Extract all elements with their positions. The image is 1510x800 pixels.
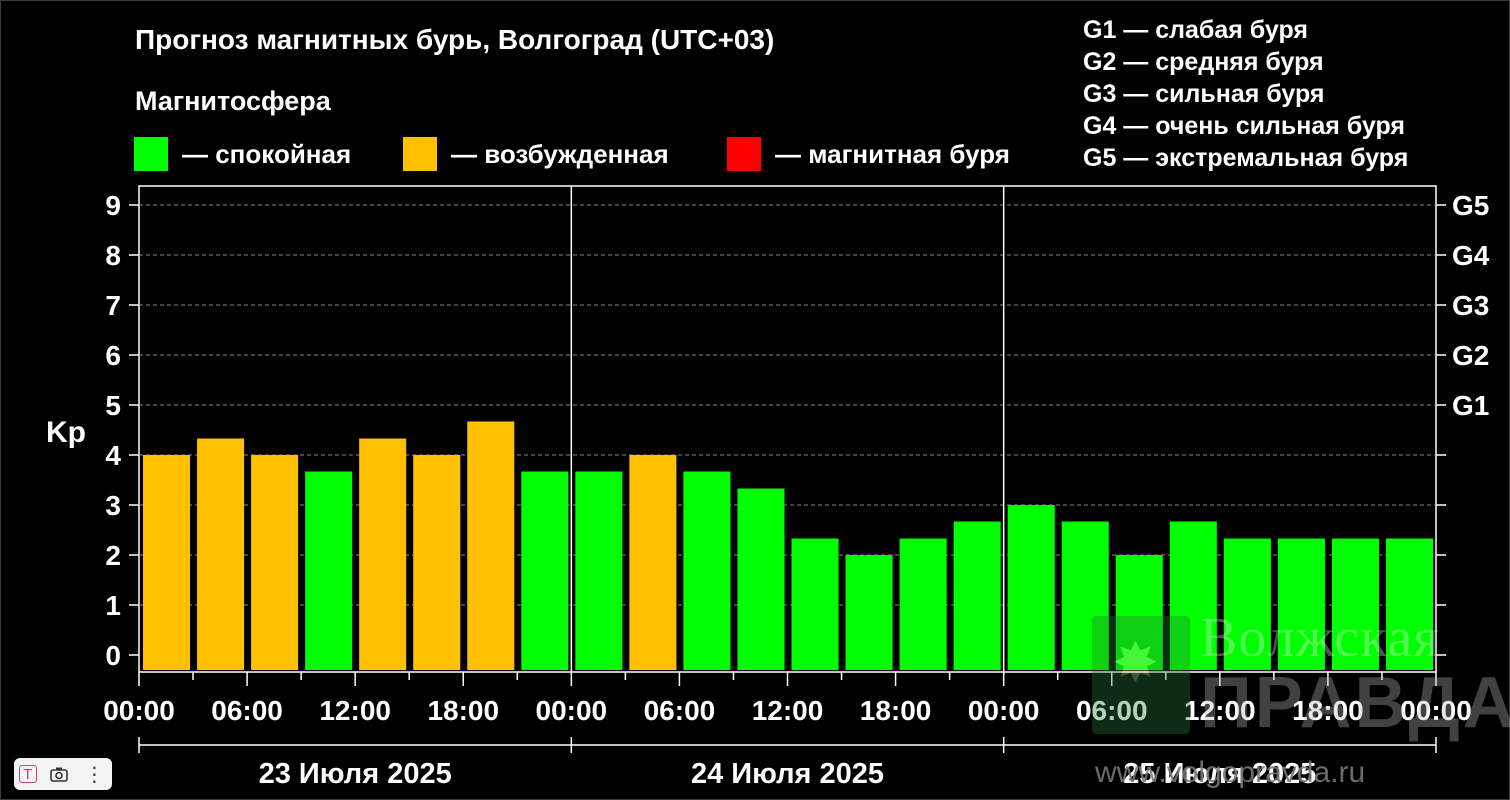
x-tick-label: 12:00 (1184, 695, 1256, 726)
day-label: 23 Июля 2025 (259, 758, 452, 790)
y-tick-label: 3 (105, 490, 121, 521)
g-tick-label: G4 (1452, 240, 1490, 271)
legend-storm: — магнитная буря (727, 137, 1010, 171)
y-tick-label: 5 (105, 390, 121, 421)
kp-bar (1385, 538, 1433, 670)
x-tick-label: 00:00 (968, 695, 1040, 726)
legend-excited-label: — возбужденная (451, 138, 669, 169)
chart-title: Прогноз магнитных бурь, Волгоград (UTC+0… (135, 24, 775, 55)
x-tick-label: 18:00 (860, 695, 932, 726)
y-tick-label: 7 (105, 290, 121, 321)
kp-bar (1277, 538, 1325, 670)
kp-bar (197, 438, 245, 670)
y-tick-label: 8 (105, 240, 121, 271)
legend-excited-swatch (403, 137, 437, 171)
g-scale-legend: G1 — слабая буря G2 — средняя буря G3 — … (1083, 14, 1408, 174)
day-label: 24 Июля 2025 (691, 758, 884, 790)
watermark-title: Волжская (1200, 607, 1441, 669)
camera-icon[interactable] (46, 761, 72, 787)
x-tick-label: 06:00 (644, 695, 716, 726)
watermark-brand: ПРАВДА (1200, 663, 1510, 743)
kp-bar (1061, 521, 1109, 670)
x-tick-label: 18:00 (427, 695, 499, 726)
x-tick-label: 12:00 (752, 695, 824, 726)
emblem-icon: ✸ (1092, 616, 1190, 734)
x-tick-label: 12:00 (319, 695, 391, 726)
kp-bar (359, 438, 407, 670)
g-legend-g5: G5 — экстремальная буря (1083, 144, 1409, 172)
y-tick-label: 9 (105, 190, 121, 221)
y-axis-label: Kp (46, 416, 86, 449)
image-toolbar: T ⋮ (14, 758, 112, 790)
legend-storm-label: — магнитная буря (775, 138, 1010, 169)
kp-bar (899, 538, 947, 670)
g-legend-g2: G2 — средняя буря (1083, 48, 1324, 76)
legend-excited: — возбужденная (403, 137, 669, 171)
y-tick-label: 1 (105, 590, 121, 621)
kp-bar (1331, 538, 1379, 670)
y-tick-label: 0 (105, 640, 121, 671)
x-tick-label: 00:00 (536, 695, 608, 726)
g-legend-g1: G1 — слабая буря (1083, 16, 1309, 44)
kp-bar (683, 471, 731, 670)
watermark-site: www.volgopravda.ru (1095, 756, 1366, 789)
g-tick-label: G5 (1452, 190, 1489, 221)
x-tick-label: 18:00 (1292, 695, 1364, 726)
y-tick-label: 4 (105, 440, 121, 471)
day-label: 25 Июля 2025 (1123, 758, 1316, 790)
kp-bar (629, 455, 677, 670)
x-tick-label: 00:00 (103, 695, 175, 726)
legend-calm: — спокойная (134, 137, 351, 171)
kp-bar (791, 538, 839, 670)
g-legend-g3: G3 — сильная буря (1083, 80, 1325, 108)
kp-bar (1007, 505, 1055, 670)
x-tick-label: 00:00 (1400, 695, 1472, 726)
y-tick-label: 6 (105, 340, 121, 371)
g-tick-label: G3 (1452, 290, 1489, 321)
magnetosphere-heading: Магнитосфера (135, 86, 331, 116)
kp-bar (737, 488, 785, 670)
legend-calm-label: — спокойная (182, 138, 352, 169)
kp-bar (251, 455, 299, 670)
x-tick-label: 06:00 (1076, 695, 1148, 726)
kp-bar (1115, 555, 1163, 670)
kp-bar (521, 471, 569, 670)
kp-bar (1223, 538, 1271, 670)
kp-bar (1169, 521, 1217, 670)
kp-bar (953, 521, 1001, 670)
kp-bar (845, 555, 893, 670)
kp-bar (305, 471, 353, 670)
watermark: ✸ Волжская ПРАВДА (1092, 607, 1510, 743)
kp-bar (467, 421, 515, 670)
legend-calm-swatch (134, 137, 168, 171)
g-tick-label: G1 (1452, 390, 1489, 421)
legend-storm-swatch (727, 137, 761, 171)
more-icon[interactable]: ⋮ (84, 763, 105, 786)
text-icon[interactable]: T (18, 765, 37, 783)
y-tick-label: 2 (105, 540, 121, 571)
x-tick-label: 06:00 (211, 695, 283, 726)
kp-bar (575, 471, 623, 670)
g-legend-g4: G4 — очень сильная буря (1083, 112, 1405, 140)
g-tick-label: G2 (1452, 340, 1489, 371)
kp-bar (413, 455, 461, 670)
kp-bar (143, 455, 191, 670)
